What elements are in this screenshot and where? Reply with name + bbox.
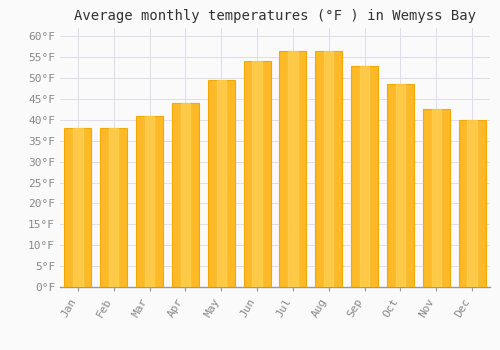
Bar [423, 110, 450, 287]
Bar [180, 103, 190, 287]
Bar [280, 51, 306, 287]
Bar [172, 103, 199, 287]
Bar [145, 116, 154, 287]
Bar [360, 65, 370, 287]
Bar [109, 128, 118, 287]
Bar [432, 110, 441, 287]
Bar [252, 61, 262, 287]
Bar [73, 128, 83, 287]
Bar [351, 65, 378, 287]
Bar [288, 51, 298, 287]
Bar [468, 120, 477, 287]
Bar [64, 128, 92, 287]
Bar [458, 120, 485, 287]
Bar [316, 51, 342, 287]
Bar [208, 80, 234, 287]
Bar [387, 84, 414, 287]
Bar [324, 51, 334, 287]
Bar [216, 80, 226, 287]
Bar [244, 61, 270, 287]
Bar [136, 116, 163, 287]
Title: Average monthly temperatures (°F ) in Wemyss Bay: Average monthly temperatures (°F ) in We… [74, 9, 476, 23]
Bar [396, 84, 405, 287]
Bar [100, 128, 127, 287]
